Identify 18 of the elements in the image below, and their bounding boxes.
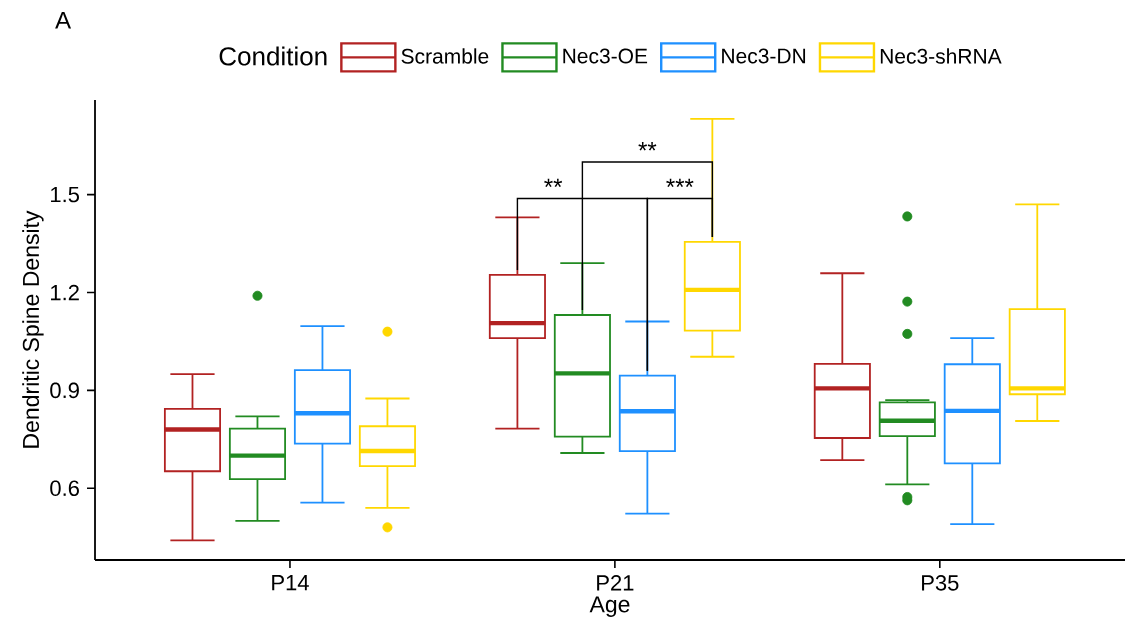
x-axis-title: Age bbox=[589, 596, 630, 617]
legend-label: Nec3-shRNA bbox=[880, 48, 1002, 64]
y-tick-label: 1.2 bbox=[51, 284, 79, 301]
x-tick-label: P21 bbox=[597, 575, 634, 591]
x-tick-label: P35 bbox=[922, 575, 959, 591]
y-axis-title: Dendritic Spine Density bbox=[22, 210, 44, 448]
legend-title: Condition bbox=[219, 46, 327, 66]
annotation: *** bbox=[666, 178, 694, 188]
annotation: ** bbox=[544, 178, 563, 188]
legend-label: Scramble bbox=[401, 48, 489, 64]
text: A bbox=[55, 12, 72, 29]
legend-label: Nec3-DN bbox=[722, 48, 806, 64]
y-tick-label: 0.9 bbox=[50, 382, 79, 399]
y-tick-label: 1.5 bbox=[51, 186, 79, 203]
annotation: ** bbox=[638, 142, 657, 151]
y-tick-label: 0.6 bbox=[50, 480, 79, 497]
x-tick-label: P14 bbox=[272, 575, 309, 591]
legend-label: Nec3-OE bbox=[563, 48, 648, 64]
